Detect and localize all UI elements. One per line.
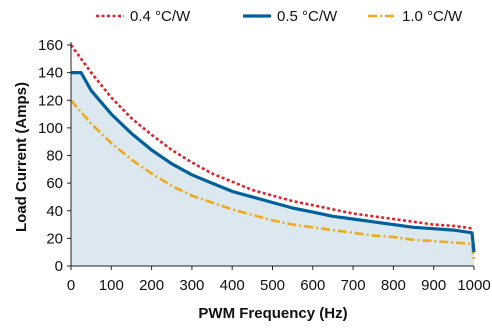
x-tick-label: 400 [220,277,245,294]
x-tick-label: 1000 [457,277,490,294]
series-line-1 [71,71,476,253]
x-tick-label: 500 [260,277,285,294]
x-tick-label: 900 [421,277,446,294]
legend-label-1: 0.5 °C/W [277,8,338,25]
y-tick-label: 40 [46,203,63,220]
y-tick-label: 120 [38,92,63,109]
x-tick-label: 0 [67,277,75,294]
area-layer [71,72,474,266]
x-tick-label: 800 [381,277,406,294]
x-tick-label: 600 [300,277,325,294]
y-tick-label: 60 [46,175,63,192]
y-axis-title: Load Current (Amps) [13,82,30,232]
legend-label-2: 1.0 °C/W [402,8,463,25]
series-area-1 [71,72,474,266]
legend-label-0: 0.4 °C/W [130,8,191,25]
y-tick-label: 140 [38,65,63,82]
y-tick-label: 80 [46,148,63,165]
y-tick-label: 0 [55,258,63,275]
x-tick-label: 700 [341,277,366,294]
series-layer [69,44,476,261]
x-tick-label: 300 [179,277,204,294]
legend: 0.4 °C/W 0.5 °C/W 1.0 °C/W [96,8,463,25]
y-tick-label: 100 [38,120,63,137]
axes: 0 100 200 300 400 500 600 700 800 900 1000 0 20 40 60 8… [38,37,491,294]
x-tick-label: 100 [99,277,124,294]
x-axis-title: PWM Frequency (Hz) [198,305,347,322]
y-tick-label: 20 [46,230,63,247]
series-line-2 [70,99,476,261]
x-tick-label: 200 [139,277,164,294]
y-tick-label: 160 [38,37,63,54]
